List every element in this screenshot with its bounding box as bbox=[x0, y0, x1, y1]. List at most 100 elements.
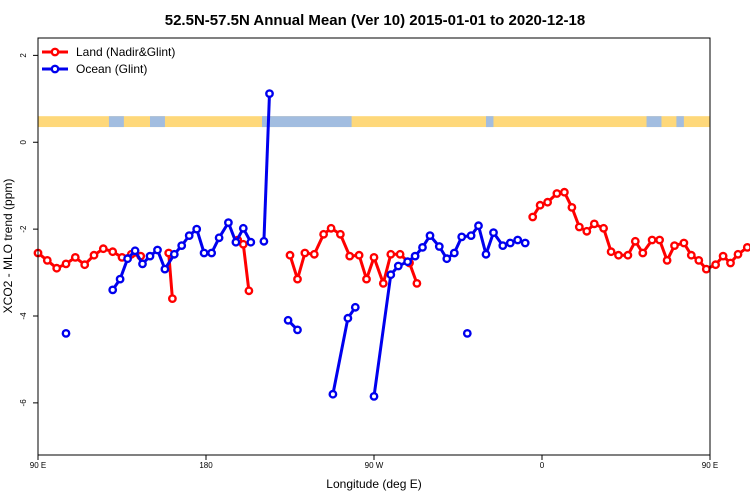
y-axis: 2 0 -2 -4 -6 bbox=[19, 53, 38, 406]
data-point bbox=[535, 200, 545, 210]
data-point bbox=[108, 247, 118, 257]
series-line bbox=[372, 224, 526, 397]
data-point bbox=[638, 248, 648, 258]
data-point bbox=[679, 238, 689, 248]
data-point bbox=[167, 294, 177, 303]
series-ocean bbox=[61, 89, 530, 401]
data-point bbox=[285, 250, 295, 260]
ocean-band-segment bbox=[262, 116, 352, 128]
data-point bbox=[378, 278, 388, 288]
data-point bbox=[442, 254, 452, 264]
data-point bbox=[362, 274, 371, 284]
data-point bbox=[207, 248, 217, 258]
legend-item-land: Land (Nadir&Glint) bbox=[42, 45, 175, 59]
x-tick-label: 90 W bbox=[365, 461, 384, 470]
data-point bbox=[614, 250, 623, 260]
data-point bbox=[326, 223, 336, 233]
data-point bbox=[192, 224, 202, 234]
data-point bbox=[238, 223, 248, 233]
data-point bbox=[343, 313, 353, 323]
data-point bbox=[244, 286, 254, 296]
data-point bbox=[466, 231, 476, 241]
data-point bbox=[354, 250, 364, 260]
legend-land-marker bbox=[50, 47, 60, 57]
data-point bbox=[369, 252, 379, 262]
data-point bbox=[153, 245, 162, 255]
data-point bbox=[386, 249, 396, 259]
x-tick-label: 180 bbox=[199, 461, 213, 470]
data-point bbox=[520, 238, 530, 248]
data-point bbox=[130, 246, 140, 256]
data-point bbox=[574, 222, 584, 232]
data-point bbox=[123, 254, 133, 264]
data-point bbox=[655, 235, 664, 245]
data-point bbox=[630, 236, 640, 246]
data-point bbox=[52, 263, 62, 273]
data-point bbox=[606, 247, 616, 257]
legend-ocean-marker bbox=[50, 64, 60, 74]
data-point bbox=[726, 258, 735, 268]
data-point bbox=[300, 248, 310, 258]
x-tick-label: 90 E bbox=[30, 461, 46, 470]
data-point bbox=[319, 229, 328, 239]
series-line bbox=[531, 190, 750, 271]
series-layer bbox=[33, 89, 750, 401]
data-point bbox=[403, 257, 412, 267]
data-point bbox=[223, 218, 233, 228]
y-tick-label: -4 bbox=[19, 312, 28, 320]
data-point bbox=[412, 278, 422, 288]
data-point bbox=[701, 264, 711, 274]
data-point bbox=[265, 89, 274, 99]
data-point bbox=[560, 187, 569, 197]
data-point bbox=[662, 255, 672, 265]
series-line bbox=[288, 226, 419, 285]
data-point bbox=[543, 197, 552, 207]
data-point bbox=[582, 226, 592, 236]
data-point bbox=[742, 243, 750, 252]
data-point bbox=[449, 248, 459, 258]
data-point bbox=[498, 241, 508, 251]
data-point bbox=[567, 202, 577, 212]
data-point bbox=[293, 274, 302, 284]
data-point bbox=[425, 231, 435, 241]
legend-ocean-label: Ocean (Glint) bbox=[76, 62, 147, 76]
data-point bbox=[283, 315, 293, 325]
x-axis: 90 E 180 90 W 0 90 E bbox=[30, 455, 718, 470]
ocean-band-segment bbox=[108, 116, 124, 128]
data-point bbox=[711, 260, 720, 270]
data-point bbox=[418, 242, 427, 252]
data-point bbox=[199, 248, 209, 258]
ocean-band-segment bbox=[150, 116, 165, 128]
data-point bbox=[481, 249, 491, 259]
data-point bbox=[328, 389, 338, 399]
data-point bbox=[733, 249, 743, 259]
data-point bbox=[335, 229, 345, 239]
legend-land-label: Land (Nadir&Glint) bbox=[76, 45, 175, 59]
y-tick-label: 0 bbox=[19, 139, 28, 144]
data-point bbox=[647, 235, 657, 245]
data-point bbox=[238, 239, 248, 249]
data-point bbox=[393, 261, 403, 271]
y-tick-label: 2 bbox=[19, 53, 28, 58]
data-point bbox=[70, 252, 80, 262]
data-point bbox=[98, 244, 108, 254]
land-mask-band bbox=[38, 116, 710, 128]
data-point bbox=[686, 250, 696, 260]
ocean-band-segment bbox=[646, 116, 662, 128]
data-point bbox=[457, 232, 467, 242]
series-land bbox=[33, 187, 750, 303]
data-point bbox=[61, 259, 71, 269]
data-point bbox=[350, 302, 360, 312]
data-point bbox=[231, 237, 241, 247]
data-point bbox=[589, 219, 599, 229]
ocean-band-segment bbox=[486, 116, 494, 128]
legend: Land (Nadir&Glint) Ocean (Glint) bbox=[42, 45, 175, 76]
data-point bbox=[410, 251, 420, 261]
data-point bbox=[718, 251, 728, 261]
data-point bbox=[293, 325, 302, 335]
data-point bbox=[214, 233, 224, 243]
data-point bbox=[434, 242, 444, 251]
x-tick-label: 90 E bbox=[702, 461, 718, 470]
data-point bbox=[386, 270, 396, 280]
data-point bbox=[145, 251, 155, 261]
